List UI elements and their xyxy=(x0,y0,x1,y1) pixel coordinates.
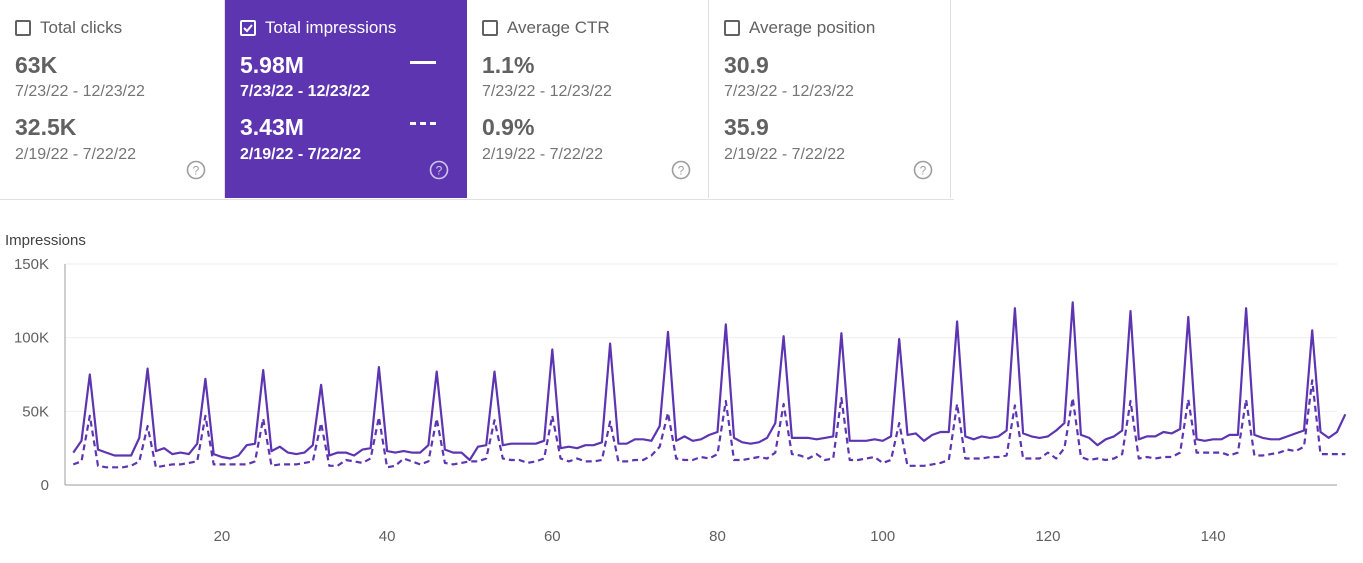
chart-y-tick-labels: 0 50K 100K 150K xyxy=(14,256,49,494)
x-tick-label: 20 xyxy=(214,528,231,545)
metric-label: Average CTR xyxy=(507,18,610,37)
x-tick-label: 140 xyxy=(1201,528,1226,545)
x-tick-label: 40 xyxy=(379,528,396,545)
current-range: 7/23/22 - 12/23/22 xyxy=(240,83,370,100)
metric-label: Total clicks xyxy=(40,18,123,37)
metric-cards: Total clicks 63K 7/23/22 - 12/23/22 32.5… xyxy=(0,0,954,200)
y-tick-label: 100K xyxy=(14,330,49,347)
y-tick-label: 0 xyxy=(41,477,49,494)
svg-text:?: ? xyxy=(920,164,927,178)
previous-value: 32.5K xyxy=(15,114,77,140)
previous-range: 2/19/22 - 7/22/22 xyxy=(240,146,361,163)
metric-card-header: Total clicks xyxy=(15,18,122,38)
metric-card-total-clicks[interactable]: Total clicks 63K 7/23/22 - 12/23/22 32.5… xyxy=(0,0,225,198)
help-icon[interactable]: ? xyxy=(186,160,206,180)
x-tick-label: 120 xyxy=(1035,528,1060,545)
checkbox[interactable] xyxy=(482,20,498,36)
metric-card-total-impressions[interactable]: Total impressions 5.98M 7/23/22 - 12/23/… xyxy=(225,0,467,198)
current-range: 7/23/22 - 12/23/22 xyxy=(724,83,854,100)
x-tick-label: 80 xyxy=(709,528,726,545)
current-value: 1.1% xyxy=(482,52,535,78)
metric-card-average-position[interactable]: Average position 30.9 7/23/22 - 12/23/22… xyxy=(709,0,951,198)
metric-label: Total impressions xyxy=(265,18,397,37)
chart-x-tick-labels: 20 40 60 80 100 120 140 xyxy=(214,528,1226,545)
chart-gridlines xyxy=(64,263,1337,486)
help-icon[interactable]: ? xyxy=(913,160,933,180)
x-tick-label: 100 xyxy=(870,528,895,545)
current-value: 63K xyxy=(15,52,58,78)
dashed-line-legend-icon xyxy=(410,122,436,125)
checkbox[interactable] xyxy=(724,20,740,36)
previous-value: 35.9 xyxy=(724,114,769,140)
y-tick-label: 50K xyxy=(22,403,49,420)
previous-value: 3.43M xyxy=(240,114,304,140)
metric-card-header: Total impressions xyxy=(240,18,396,38)
previous-period-line xyxy=(72,379,1346,469)
svg-text:?: ? xyxy=(678,164,685,178)
help-icon[interactable]: ? xyxy=(429,160,449,180)
x-tick-label: 60 xyxy=(544,528,561,545)
metric-card-header: Average CTR xyxy=(482,18,610,38)
current-period-line xyxy=(72,301,1347,462)
help-icon[interactable]: ? xyxy=(671,160,691,180)
current-range: 7/23/22 - 12/23/22 xyxy=(15,83,145,100)
impressions-line-chart[interactable]: 0 50K 100K 150K 20 40 60 80 100 120 140 xyxy=(0,250,1363,563)
checkbox[interactable] xyxy=(15,20,31,36)
current-range: 7/23/22 - 12/23/22 xyxy=(482,83,612,100)
solid-line-legend-icon xyxy=(410,61,436,64)
metric-card-average-ctr[interactable]: Average CTR 1.1% 7/23/22 - 12/23/22 0.9%… xyxy=(467,0,709,198)
current-value: 5.98M xyxy=(240,52,304,78)
previous-value: 0.9% xyxy=(482,114,535,140)
previous-range: 2/19/22 - 7/22/22 xyxy=(724,146,845,163)
previous-range: 2/19/22 - 7/22/22 xyxy=(482,146,603,163)
metric-label: Average position xyxy=(749,18,876,37)
checkbox-checked[interactable] xyxy=(240,20,256,36)
svg-text:?: ? xyxy=(193,164,200,178)
y-tick-label: 150K xyxy=(14,256,49,273)
metric-card-header: Average position xyxy=(724,18,875,38)
current-value: 30.9 xyxy=(724,52,769,78)
previous-range: 2/19/22 - 7/22/22 xyxy=(15,146,136,163)
chart-y-axis-title: Impressions xyxy=(5,232,86,249)
chart-series xyxy=(72,301,1347,469)
svg-text:?: ? xyxy=(436,164,443,178)
